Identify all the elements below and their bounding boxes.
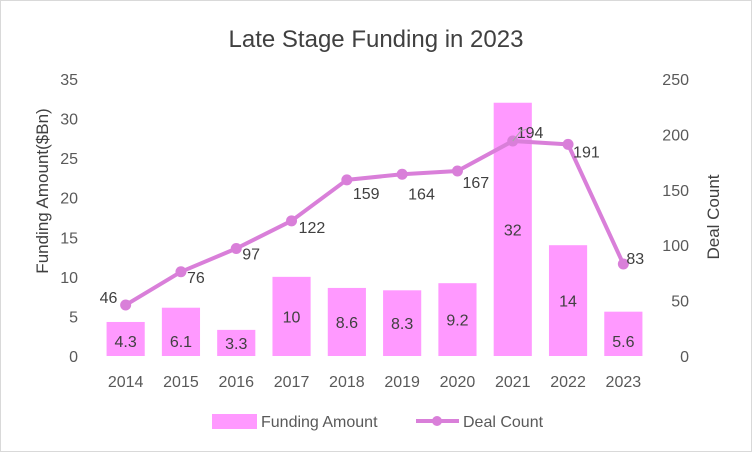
deal-count-line [124,139,626,307]
bar [548,245,588,356]
x-tick-label: 2019 [384,374,420,391]
line-data-label: 97 [242,247,260,264]
y2-tick-label: 0 [680,349,689,366]
legend-label-funding: Funding Amount [261,414,378,431]
bar-data-label: 3.3 [225,336,247,353]
bar [217,329,256,356]
line-data-label: 164 [408,186,435,203]
x-tick-label: 2021 [495,374,531,391]
y-tick-label: 35 [60,72,78,89]
line-data-label: 83 [626,251,644,268]
x-tick-label: 2016 [218,374,254,391]
bar-data-label: 10 [283,309,301,326]
bar [161,307,201,356]
x-tick-label: 2015 [163,374,199,391]
deal-count-point [120,299,132,311]
y2-tick-label: 200 [662,127,689,144]
deal-count-point [175,266,187,278]
bar-data-label: 4.3 [115,334,137,351]
deal-count-point [286,215,298,227]
bar-data-label: 6.1 [170,334,192,351]
bar-data-label: 8.6 [336,315,358,332]
y2-tick-label: 50 [671,294,689,311]
y2-tick-label: 250 [662,72,689,89]
bar-data-label: 8.3 [391,316,413,333]
y-axis-title: Funding Amount($Bn) [33,108,52,273]
y-tick-label: 10 [60,270,78,287]
deal-count-point [451,165,463,177]
bar-data-label: 9.2 [446,313,468,330]
bar [106,321,145,356]
y-tick-label: 20 [60,191,78,208]
deal-count-point [562,138,574,150]
y2-tick-label: 100 [662,238,689,255]
line-data-label: 76 [187,270,205,287]
y-tick-label: 15 [60,230,78,247]
bar [604,311,643,356]
legend-marker-deal-count [432,416,442,426]
x-tick-label: 2014 [108,374,144,391]
deal-count-point [230,243,242,255]
y2-tick-label: 150 [662,183,689,200]
line-data-label: 46 [100,290,118,307]
x-tick-label: 2020 [440,374,476,391]
leader-line [512,128,527,142]
y2-axis-title: Deal Count [704,174,723,259]
y-tick-label: 30 [60,112,78,129]
bar-data-label: 5.6 [612,334,634,351]
chart-title: Late Stage Funding in 2023 [229,26,524,53]
deal-count-point [617,258,629,270]
line-data-label: 191 [573,144,600,161]
x-tick-label: 2022 [550,374,586,391]
legend-label-deal-count: Deal Count [463,414,544,431]
bar [327,287,366,356]
x-tick-label: 2017 [274,374,310,391]
x-tick-label: 2018 [329,374,365,391]
line-data-label: 122 [299,220,326,237]
y-tick-label: 25 [60,151,78,168]
deal-count-point [396,168,408,180]
y-tick-label: 5 [69,309,78,326]
y-tick-label: 0 [69,349,78,366]
line-data-label: 159 [353,186,380,203]
bar [272,276,311,356]
bar [383,290,422,356]
line-data-label: 194 [517,125,544,142]
bar-data-label: 32 [504,222,522,239]
line-data-label: 167 [462,175,489,192]
bar [438,283,477,356]
legend-swatch-funding [212,414,257,429]
deal-count-point [341,174,353,186]
x-tick-label: 2023 [606,374,642,391]
legend: Funding Amount Deal Count [212,414,544,431]
bar-data-label: 14 [559,294,577,311]
